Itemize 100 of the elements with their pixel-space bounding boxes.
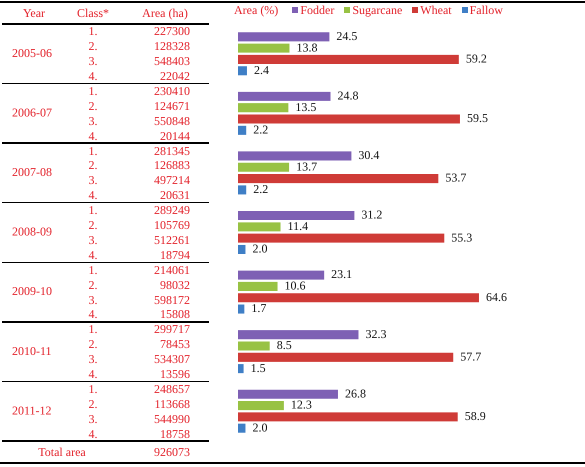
text: 124671 — [154, 98, 190, 113]
y-axis-title: Year — [22, 6, 46, 20]
text: 2. — [88, 396, 98, 411]
bar — [238, 126, 246, 135]
data-label: 32.3 — [365, 326, 386, 341]
legend-label: Sugarcane — [352, 3, 402, 17]
legend-label: Fallow — [470, 3, 503, 17]
text: 299717 — [154, 322, 190, 336]
bar — [238, 304, 244, 314]
text: 4. — [88, 188, 98, 202]
data-label: 2.4 — [254, 62, 269, 77]
text: 3. — [88, 54, 98, 68]
bar — [238, 185, 246, 194]
text: 128328 — [154, 39, 190, 54]
text: 1. — [88, 203, 98, 218]
data-label: 1.7 — [251, 301, 266, 316]
text: 3. — [88, 232, 98, 247]
data-label: 53.7 — [445, 170, 466, 185]
bar — [238, 103, 288, 112]
bar — [238, 412, 458, 422]
data-label: 59.5 — [466, 111, 488, 126]
text: 4. — [88, 248, 98, 262]
data-label: 59.2 — [466, 52, 487, 66]
text: 20631 — [160, 188, 190, 202]
data-label: 1.5 — [250, 360, 266, 375]
text: 105769 — [154, 218, 190, 232]
data-label: 24.5 — [336, 28, 358, 43]
text: 20144 — [160, 128, 190, 143]
text: 3. — [88, 292, 98, 307]
text: 281345 — [154, 144, 190, 158]
text: Total area — [38, 445, 86, 459]
data-label: 2.2 — [253, 122, 268, 136]
data-label: 12.3 — [290, 398, 312, 412]
data-label: 10.6 — [284, 278, 306, 293]
bar — [238, 424, 246, 433]
text: 18794 — [160, 248, 190, 262]
bar — [238, 244, 246, 254]
text: 534307 — [154, 352, 190, 366]
text: Class* — [76, 6, 110, 20]
y-tick-label: 2005-06 — [12, 46, 52, 60]
text: 22042 — [160, 69, 190, 84]
text: 1. — [88, 24, 98, 38]
bar — [238, 54, 459, 64]
data-label: 8.5 — [276, 338, 292, 352]
text: 497214 — [154, 173, 190, 188]
text: 227300 — [154, 24, 190, 38]
text: 548403 — [154, 54, 190, 68]
data-label: 2.0 — [252, 242, 268, 256]
bar — [238, 364, 244, 374]
data-label: 2.2 — [253, 182, 268, 196]
data-label: 55.3 — [451, 230, 472, 244]
text: 4. — [88, 366, 98, 381]
data-label: 2.0 — [252, 420, 268, 434]
text: 2. — [88, 158, 98, 172]
text: Area (ha) — [142, 6, 188, 20]
text: 544990 — [154, 412, 190, 426]
bar — [238, 352, 454, 362]
text: 2. — [88, 98, 98, 113]
data-label: 11.4 — [288, 218, 308, 233]
text: 4. — [88, 69, 98, 84]
text: 13596 — [160, 366, 190, 381]
text: 248657 — [154, 382, 190, 396]
bar — [238, 390, 338, 399]
bar — [238, 401, 284, 410]
text: 214061 — [154, 262, 190, 277]
data-label: 57.7 — [460, 349, 482, 364]
bar — [238, 293, 479, 302]
data-label: 24.8 — [338, 88, 359, 103]
text: 98032 — [160, 278, 190, 292]
data-label: 31.2 — [361, 208, 382, 222]
y-tick-label: 2010-11 — [12, 344, 52, 358]
bar — [238, 282, 278, 291]
text: 2. — [88, 218, 98, 232]
bar — [238, 151, 352, 160]
y-tick-label: 2007-08 — [12, 165, 52, 180]
legend-label: Fodder — [300, 3, 334, 17]
text: 598172 — [154, 292, 190, 307]
text: 289249 — [154, 203, 190, 218]
text: 2. — [88, 337, 98, 352]
text: 4. — [88, 426, 98, 441]
bar — [238, 210, 354, 220]
bar — [238, 222, 281, 232]
bar — [238, 174, 438, 184]
text: 1. — [88, 262, 98, 277]
text: 2. — [88, 39, 98, 54]
text: 926073 — [154, 445, 190, 459]
data-label: 13.8 — [296, 40, 318, 54]
y-tick-label: 2009-10 — [12, 284, 52, 298]
legend-label: Wheat — [420, 3, 452, 17]
bar — [238, 32, 330, 42]
text: 512261 — [154, 232, 190, 247]
text: 126883 — [154, 158, 190, 172]
text: 3. — [88, 173, 98, 188]
text: 4. — [88, 307, 98, 322]
y-tick-label: 2011-12 — [12, 403, 52, 418]
data-label: 30.4 — [358, 148, 380, 162]
text: 1. — [88, 144, 98, 158]
bar — [238, 330, 358, 340]
data-label: 23.1 — [331, 267, 352, 282]
text: 1. — [88, 84, 98, 98]
